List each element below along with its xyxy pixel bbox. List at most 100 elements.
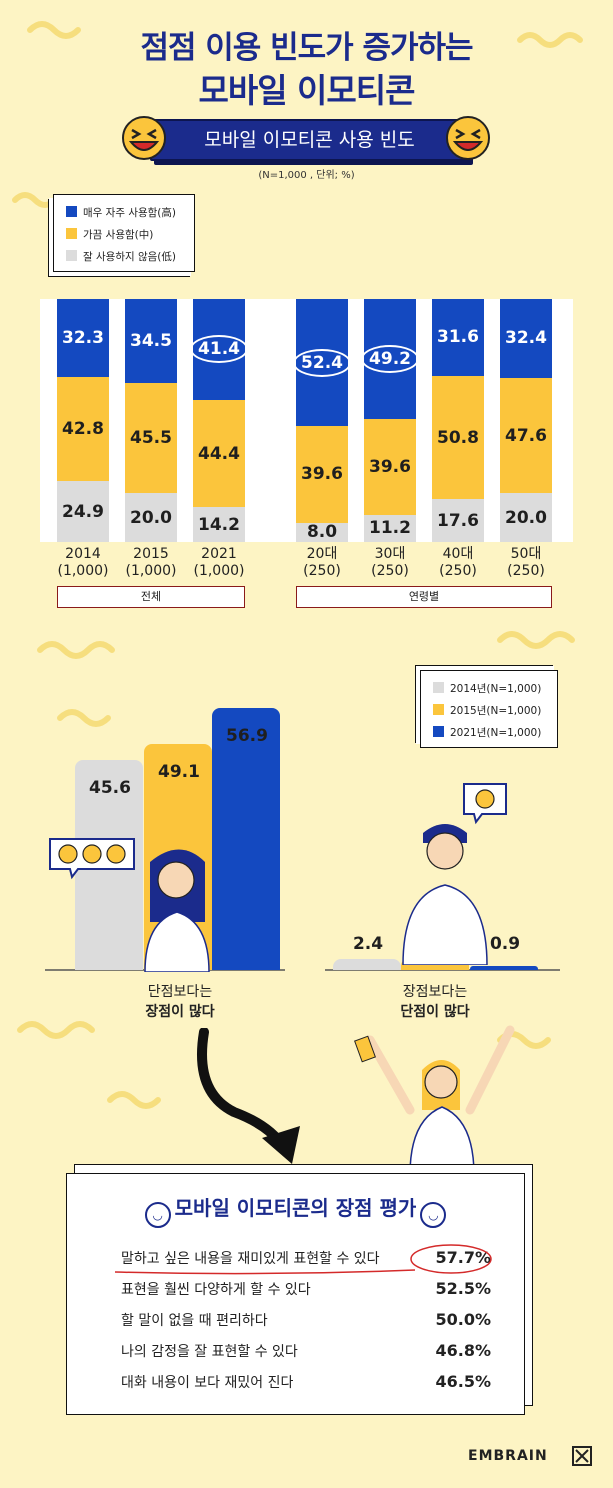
opinion-category-line: 단점보다는 [147,984,213,1000]
stacked-bar-segment: 39.6 [364,418,416,515]
x-tick-label: 2021 (1,000) [179,546,259,580]
x-tick-label: 50대 (250) [486,546,566,580]
legend-item-2014: 2014년(N=1,000) [433,681,541,696]
eval-row: 대화 내용이 보다 재밌어 진다 46.5% [121,1372,491,1392]
opinion-bar-value: 49.1 [158,761,200,782]
x-tick-label: 40대 (250) [418,546,498,580]
eval-title: ◡ 모바일 이모티콘의 장점 평가 ◡ [67,1192,524,1228]
eval-row-value: 46.8% [435,1341,491,1360]
opinion-bar [333,958,401,970]
bar-value-label: 45.5 [130,428,172,449]
x-tick-line: (250) [303,563,341,579]
chart1-legend: 매우 자주 사용함(高) 가끔 사용함(中) 잘 사용하지 않음(低) [53,194,195,272]
stacked-bar-segment: 32.4 [500,299,552,378]
advantage-evaluation-box: ◡ 모바일 이모티콘의 장점 평가 ◡ 말하고 싶은 내용을 재미있게 표현할 수 … [66,1173,525,1415]
smile-emoji-icon: ◡ [144,1202,171,1228]
eval-row-label: 나의 감정을 잘 표현할 수 있다 [121,1344,298,1360]
bar-value-label: 8.0 [306,522,338,543]
eval-row-label: 표현을 훨씬 다양하게 할 수 있다 [121,1282,311,1298]
opinion-bar-value: 0.9 [489,934,521,954]
x-tick-line: 30대 [374,546,406,562]
opinion-category-line: 단점이 많다 [400,1004,470,1020]
highlight-underline [114,1244,492,1275]
bar-value-label: 31.6 [437,327,479,348]
bar-value-label: 17.6 [437,510,479,531]
group-box-age: 연령별 [296,586,552,608]
eval-row-label: 말하고 싶은 내용을 재미있게 표현할 수 있다 [121,1251,380,1267]
bar-value-label: 50.8 [437,427,479,448]
group-box-total: 전체 [57,586,245,608]
eval-row-value: 50.0% [435,1310,491,1329]
eval-row-value: 52.5% [435,1279,491,1298]
smile-emoji-icon: ◡ [420,1202,447,1228]
stacked-bar-segment: 47.6 [500,377,552,494]
bar-value-label: 39.6 [369,456,411,477]
sad-speech-bubble-icon [463,783,507,825]
bar-value-label: 41.4 [190,335,248,364]
opinion-category-line: 장점보다는 [402,984,468,1000]
bar-value-label: 20.0 [505,507,547,528]
stacked-bar-segment: 45.5 [125,382,177,494]
stacked-bar-segment: 31.6 [432,299,484,376]
page-title-line2: 모바일 이모티콘 [198,71,415,110]
x-tick-line: 2021 [201,546,237,562]
laughing-emoji-icon [446,116,490,160]
stacked-bar-segment: 20.0 [125,493,177,542]
x-tick-line: (250) [507,563,545,579]
legend-item-low: 잘 사용하지 않음(低) [66,249,176,264]
x-tick-line: (1,000) [125,563,177,579]
opinion-bar-value: 45.6 [89,778,131,799]
brand-logo: EMBRAIN [468,1448,548,1464]
opinion-bar-value: 2.4 [352,934,384,954]
curved-arrow-icon [197,1028,300,1164]
legend-item-2021: 2021년(N=1,000) [433,725,541,740]
stacked-bar-segment: 50.8 [432,375,484,500]
opinion-bar [470,965,538,970]
opinion-bar-value: 56.9 [226,726,268,746]
x-tick-line: 50대 [510,546,542,562]
opinion-category-line: 장점이 많다 [145,1004,215,1020]
bar-value-label: 42.8 [62,419,104,440]
stacked-bar-segment: 34.5 [125,299,177,383]
x-tick-line: 2015 [133,546,169,562]
x-tick-line: (250) [439,563,477,579]
bar-value-label: 11.2 [369,518,411,539]
stacked-bar-segment: 39.6 [296,426,348,523]
eval-row: 말하고 싶은 내용을 재미있게 표현할 수 있다 57.7% [121,1248,491,1268]
section-banner: 모바일 이모티콘 사용 빈도 [150,119,469,161]
cheering-woman-illustration [354,1025,515,1175]
x-tick-line: (250) [371,563,409,579]
stacked-bar-segment: 44.4 [193,399,245,508]
x-tick-line: (1,000) [57,563,109,579]
laughing-emoji-icon [122,116,166,160]
eval-row: 표현을 훨씬 다양하게 할 수 있다 52.5% [121,1279,491,1299]
eval-row-label: 할 말이 없을 때 편리하다 [121,1313,268,1329]
bar-value-label: 32.3 [62,328,104,349]
eval-row-value: 46.5% [435,1372,491,1391]
x-tick-line: 40대 [442,546,474,562]
x-tick-label: 2014 (1,000) [43,546,123,580]
eval-row: 나의 감정을 잘 표현할 수 있다 46.8% [121,1341,491,1361]
happy-woman-illustration [144,849,210,972]
x-tick-label: 2015 (1,000) [111,546,191,580]
stacked-bar-segment: 42.8 [57,377,109,482]
emoji-speech-bubble-icon [49,838,135,880]
bar-value-label: 39.6 [301,464,343,485]
stacked-bar-segment: 8.0 [296,522,348,543]
page-title-line1: 점점 이용 빈도가 증가하는 [140,30,473,66]
sample-note: (N=1,000 , 단위; %) [258,170,355,181]
stacked-bar-segment: 20.0 [500,493,552,542]
x-tick-label: 20대 (250) [282,546,362,580]
eval-row: 할 말이 없을 때 편리하다 50.0% [121,1310,491,1330]
eval-row-value: 57.7% [435,1248,491,1267]
stacked-bar-segment: 11.2 [364,514,416,542]
bar-value-label: 32.4 [505,328,547,349]
bar-value-label: 20.0 [130,507,172,528]
x-tick-line: 2014 [65,546,101,562]
bar-value-label: 47.6 [505,425,547,446]
stacked-bar-segment: 14.2 [193,507,245,542]
worried-man-illustration [402,824,488,965]
